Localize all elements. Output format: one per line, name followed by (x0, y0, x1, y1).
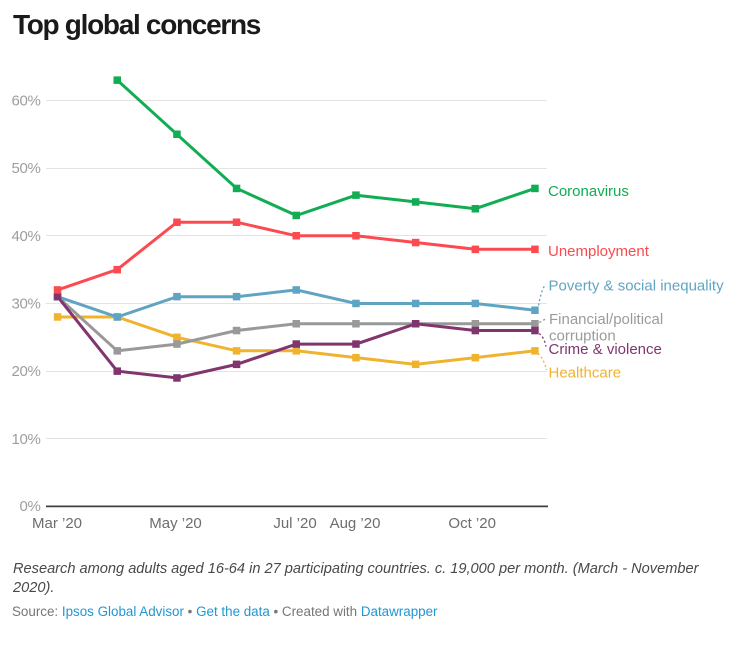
svg-text:Jul ’20: Jul ’20 (273, 515, 316, 532)
svg-text:Aug ’20: Aug ’20 (330, 515, 381, 532)
svg-text:40%: 40% (12, 228, 41, 245)
svg-text:60%: 60% (12, 92, 41, 109)
svg-text:Unemployment: Unemployment (548, 243, 650, 260)
svg-text:10%: 10% (12, 431, 41, 448)
svg-text:Poverty & social inequality: Poverty & social inequality (549, 278, 725, 295)
svg-text:Financial/political: Financial/political (549, 311, 663, 328)
svg-text:30%: 30% (12, 296, 41, 313)
svg-text:Oct ’20: Oct ’20 (448, 515, 496, 532)
svg-text:Mar ’20: Mar ’20 (32, 515, 82, 532)
svg-text:50%: 50% (12, 160, 41, 177)
svg-text:Crime & violence: Crime & violence (549, 341, 662, 358)
svg-text:Healthcare: Healthcare (549, 365, 622, 382)
svg-text:0%: 0% (20, 498, 41, 515)
svg-text:20%: 20% (12, 363, 41, 380)
svg-text:corruption: corruption (549, 328, 616, 345)
svg-text:Coronavirus: Coronavirus (548, 183, 629, 200)
svg-text:May ’20: May ’20 (149, 515, 202, 532)
